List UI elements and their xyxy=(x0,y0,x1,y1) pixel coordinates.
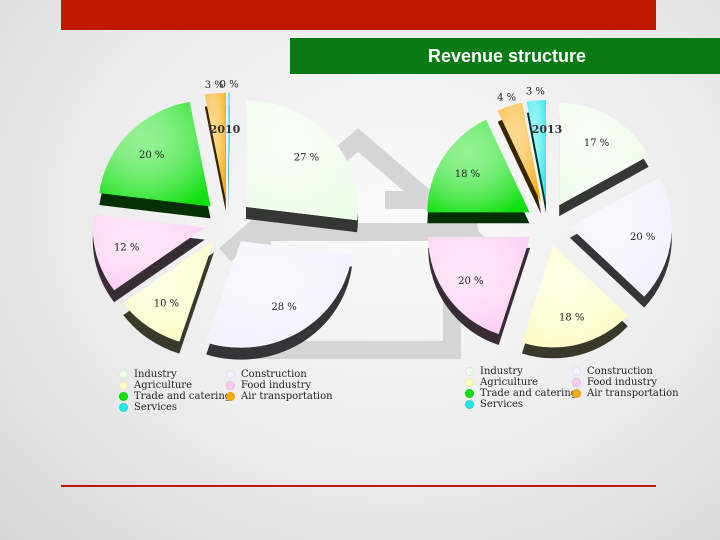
legend-swatch xyxy=(226,381,235,390)
legend-label: Trade and catering xyxy=(134,391,232,402)
legend-label: Services xyxy=(480,399,524,410)
legend-item: Construction xyxy=(226,369,336,380)
data-label: 10 % xyxy=(154,298,179,309)
legend-label: Construction xyxy=(241,369,307,380)
legend-swatch xyxy=(465,378,474,387)
legend-item: Air transportation xyxy=(226,391,336,402)
data-label: 4 % xyxy=(497,93,516,104)
pie-slice-highlight xyxy=(559,103,649,206)
bottom-accent-line xyxy=(61,485,656,487)
legend-label: Industry xyxy=(134,369,177,380)
pie-slice-highlight xyxy=(92,214,205,291)
legend-item: Air transportation xyxy=(572,388,682,399)
legend-swatch xyxy=(119,403,128,412)
legend-item: Trade and catering xyxy=(119,391,231,402)
slide-title-bar: Revenue structure xyxy=(290,38,720,74)
pie-2013: 17 % 20 % 18 % 20 % 18 % 4 % 3 % 2013 xyxy=(427,87,672,359)
data-label: 20 % xyxy=(630,232,655,243)
data-label: 12 % xyxy=(114,243,139,254)
legend-label: Services xyxy=(134,402,178,413)
legend-label: Industry xyxy=(480,366,523,377)
pie-slice-highlight xyxy=(427,119,530,213)
data-label: 28 % xyxy=(271,302,296,313)
legend-2010: Industry Construction Agriculture Food indu… xyxy=(119,369,336,413)
data-label: 18 % xyxy=(559,312,584,323)
pie-slice-highlight xyxy=(123,240,214,342)
pie-slice-highlight xyxy=(99,101,211,207)
pie-slice-side xyxy=(497,113,542,215)
top-accent-bar xyxy=(61,0,656,30)
pie-slice-highlight xyxy=(246,100,359,221)
legend-label: Food industry xyxy=(587,377,658,388)
data-label: 17 % xyxy=(584,138,609,149)
legend-swatch xyxy=(226,370,235,379)
legend-label: Air transportation xyxy=(587,388,679,399)
legend-2013: Industry Construction Agriculture Food indu… xyxy=(465,366,682,410)
data-label: 20 % xyxy=(139,150,164,161)
pie-slice-highlight xyxy=(428,236,531,334)
legend-swatch xyxy=(119,392,128,401)
legend-item: Agriculture xyxy=(465,377,572,388)
legend-label: Construction xyxy=(587,366,653,377)
pie-slice-highlight xyxy=(526,100,546,203)
legend-swatch xyxy=(119,370,128,379)
legend-swatch xyxy=(119,381,128,390)
legend-swatch xyxy=(226,392,235,401)
data-label: 3 % xyxy=(205,80,224,91)
pie-2010: 27 % 28 % 10 % 12 % 20 % 3 %0 % 2010 xyxy=(92,79,359,360)
legend-swatch xyxy=(572,367,581,376)
legend-item: Trade and catering xyxy=(465,388,577,399)
legend-swatch xyxy=(465,367,474,376)
legend-item: Services xyxy=(119,402,226,413)
legend-label: Trade and catering xyxy=(480,388,578,399)
slide-title: Revenue structure xyxy=(427,45,587,66)
data-label: 18 % xyxy=(455,169,480,180)
pie-slice-highlight xyxy=(521,245,628,348)
legend-item: Agriculture xyxy=(119,380,226,391)
data-label: 3 % xyxy=(526,87,545,98)
legend-swatch xyxy=(465,400,474,409)
legend-item: Food industry xyxy=(572,377,682,388)
data-label: 20 % xyxy=(458,276,483,287)
pie-slice-highlight xyxy=(228,92,230,200)
legend-swatch xyxy=(465,389,474,398)
legend-label: Agriculture xyxy=(134,380,192,391)
legend-item: Industry xyxy=(465,366,572,377)
legend-label: Agriculture xyxy=(480,377,538,388)
chart-year-label: 2013 xyxy=(532,123,563,136)
chart-year-label: 2010 xyxy=(210,123,241,136)
legend-swatch xyxy=(572,378,581,387)
data-label: 0 % xyxy=(220,79,239,90)
pie-slice-highlight xyxy=(497,102,542,204)
pie-slice-highlight xyxy=(569,177,672,297)
pie-slice-highlight xyxy=(204,92,226,200)
legend-item: Industry xyxy=(119,369,226,380)
legend-item: Services xyxy=(465,399,572,410)
legend-item: Construction xyxy=(572,366,682,377)
legend-label: Food industry xyxy=(241,380,312,391)
legend-item: Food industry xyxy=(226,380,336,391)
legend-swatch xyxy=(572,389,581,398)
legend-label: Air transportation xyxy=(241,391,333,402)
data-label: 27 % xyxy=(294,152,319,163)
pie-slice-highlight xyxy=(206,241,352,348)
